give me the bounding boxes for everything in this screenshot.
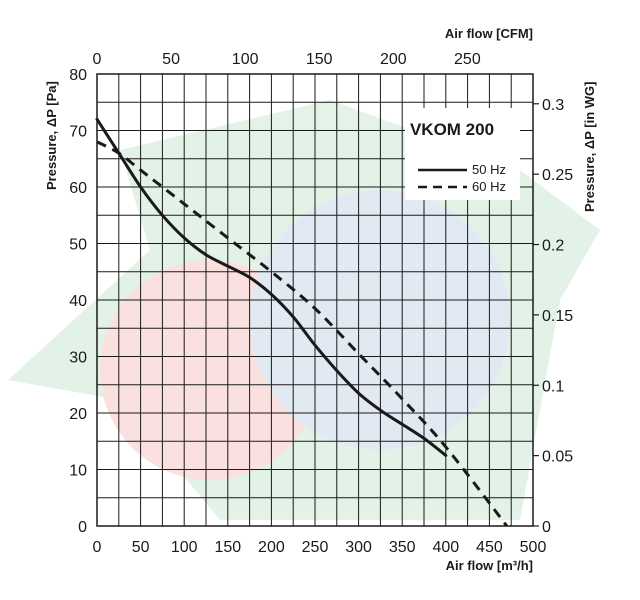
y-axis-title-left: Pressure, ΔP [Pa]: [44, 81, 59, 190]
y-tick-label-right: 0.25: [542, 167, 573, 184]
series-lines: [95, 117, 508, 527]
x-tick-label-bottom: 300: [345, 539, 372, 556]
y-tick-label-left: 0: [78, 519, 87, 536]
x-axis-title-top: Air flow [CFM]: [445, 26, 533, 41]
x-tick-label-top: 100: [232, 51, 259, 68]
y-tick-label-right: 0.1: [542, 378, 564, 395]
watermark-green-shape: [8, 100, 600, 520]
y-tick-label-left: 10: [69, 463, 87, 480]
y-tick-labels-right: 0 0.05 0.1 0.15 0.2 0.25 0.3: [533, 97, 573, 536]
y-tick-label-left: 70: [69, 124, 87, 141]
x-tick-label-bottom: 450: [476, 539, 503, 556]
series-line-50hz: [95, 117, 448, 457]
x-tick-labels-bottom: 0 50 100 150 200 250 300 350 400 450 500: [93, 539, 547, 556]
y-tick-labels-left: 0 10 20 30 40 50 60 70 80: [69, 67, 87, 536]
x-tick-labels-top: 0 50 100 150 200 250: [93, 51, 481, 68]
x-tick-label-bottom: 500: [520, 539, 547, 556]
title-legend-box: [405, 108, 520, 200]
y-tick-label-right: 0.3: [542, 97, 564, 114]
y-tick-label-right: 0.15: [542, 308, 573, 325]
x-tick-label-top: 150: [306, 51, 333, 68]
x-axis-title-bottom: Air flow [m³/h]: [446, 558, 533, 573]
legend-label-60hz: 60 Hz: [472, 179, 506, 194]
y-tick-label-left: 80: [69, 67, 87, 84]
y-tick-label-right: 0.2: [542, 238, 564, 255]
plot-frame: [96, 73, 534, 527]
watermark-red-circle: [100, 260, 320, 480]
x-tick-label-bottom: 200: [258, 539, 285, 556]
y-tick-label-left: 20: [69, 406, 87, 423]
y-tick-label-left: 60: [69, 180, 87, 197]
y-axis-title-right: Pressure, ΔP [in WG]: [582, 82, 597, 212]
y-tick-label-left: 40: [69, 293, 87, 310]
x-tick-label-top: 50: [162, 51, 180, 68]
x-tick-label-bottom: 400: [432, 539, 459, 556]
x-tick-label-top: 250: [454, 51, 481, 68]
chart-title: VKOM 200: [410, 120, 494, 139]
x-tick-label-bottom: 350: [389, 539, 416, 556]
y-tick-label-right: 0.05: [542, 449, 573, 466]
x-tick-label-bottom: 50: [132, 539, 150, 556]
legend-label-50hz: 50 Hz: [472, 162, 506, 177]
x-tick-label-top: 0: [93, 51, 102, 68]
y-tick-label-left: 30: [69, 350, 87, 367]
x-tick-label-bottom: 100: [171, 539, 198, 556]
series-line-60hz: [96, 140, 508, 527]
x-tick-label-bottom: 250: [302, 539, 329, 556]
x-tick-label-bottom: 0: [93, 539, 102, 556]
y-tick-label-right: 0: [542, 519, 551, 536]
y-tick-label-left: 50: [69, 237, 87, 254]
x-tick-label-top: 200: [380, 51, 407, 68]
x-tick-label-bottom: 150: [214, 539, 241, 556]
